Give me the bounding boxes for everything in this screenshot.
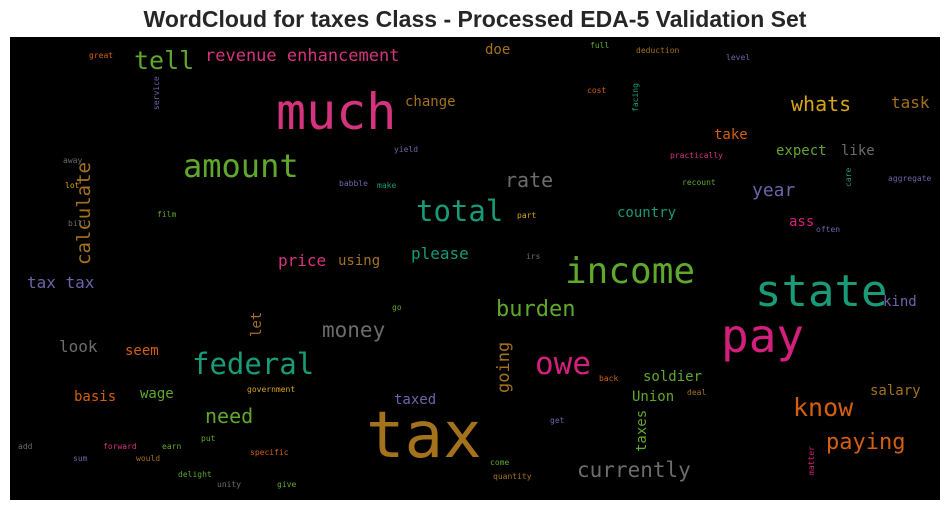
word-total: total: [416, 194, 504, 228]
word-go: go: [392, 303, 402, 312]
word-add: add: [18, 442, 33, 451]
word-rate: rate: [505, 168, 554, 192]
word-care: care: [844, 167, 853, 187]
word-deal: deal: [687, 388, 707, 397]
word-calculate: calculate: [73, 162, 95, 265]
word-put: put: [201, 434, 216, 443]
word-government: government: [247, 385, 296, 394]
word-currently: currently: [577, 458, 691, 482]
word-sum: sum: [73, 454, 88, 463]
word-seem: seem: [125, 343, 159, 359]
word-lot: lot: [65, 181, 80, 190]
word-burden: burden: [496, 297, 576, 322]
word-deduction: deduction: [636, 46, 680, 55]
word-earn: earn: [162, 442, 182, 451]
word-service: service: [152, 76, 161, 110]
word-year: year: [752, 180, 796, 201]
word-great: great: [89, 51, 114, 60]
word-bill: bill: [68, 219, 88, 228]
word-taxes: taxes: [634, 409, 650, 452]
word-tax-tax: tax tax: [27, 273, 95, 292]
word-look: look: [59, 337, 98, 356]
word-away: away: [63, 156, 83, 165]
word-facing: facing: [631, 83, 640, 112]
word-often: often: [816, 225, 841, 234]
word-money: money: [322, 318, 386, 342]
word-cloud: much tax state income pay amount total f…: [10, 37, 940, 500]
word-babble: babble: [339, 179, 368, 188]
word-expect: expect: [776, 143, 827, 159]
word-doe: doe: [485, 42, 511, 58]
word-federal: federal: [192, 347, 315, 381]
word-take: take: [714, 127, 748, 143]
word-kind: kind: [883, 294, 917, 310]
word-delight: delight: [178, 470, 212, 479]
word-going: going: [494, 341, 514, 393]
word-pay: pay: [721, 309, 805, 363]
word-owe: owe: [535, 346, 591, 382]
word-tax: tax: [366, 399, 482, 473]
word-taxed: taxed: [394, 392, 437, 408]
word-forward: forward: [103, 442, 137, 451]
word-whats: whats: [791, 92, 852, 116]
word-cost: cost: [587, 86, 607, 95]
word-practically: practically: [670, 151, 723, 160]
word-salary: salary: [870, 383, 921, 399]
word-quantity: quantity: [493, 472, 532, 481]
word-please: please: [411, 244, 469, 263]
word-ass: ass: [789, 214, 815, 230]
word-full: full: [590, 41, 610, 50]
word-specific: specific: [250, 448, 289, 457]
word-recount: recount: [682, 178, 716, 187]
word-state: state: [755, 266, 888, 317]
word-level: level: [726, 53, 751, 62]
word-change: change: [405, 94, 456, 110]
word-come: come: [490, 458, 510, 467]
word-need: need: [205, 404, 254, 428]
word-paying: paying: [826, 430, 906, 455]
word-revenue-enhancement: revenue enhancement: [205, 46, 400, 66]
word-basis: basis: [74, 389, 117, 405]
word-like: like: [841, 143, 875, 159]
word-matter: matter: [807, 446, 816, 475]
word-amount: amount: [183, 147, 299, 185]
word-irs: irs: [526, 252, 541, 261]
chart-title: WordCloud for taxes Class - Processed ED…: [143, 6, 807, 32]
word-tell: tell: [134, 46, 195, 75]
word-price: price: [278, 251, 327, 270]
word-aggregate: aggregate: [888, 174, 932, 183]
word-part: part: [517, 211, 537, 220]
word-let: let: [249, 311, 265, 337]
word-get: get: [550, 416, 565, 425]
word-much: much: [276, 83, 397, 141]
word-give: give: [277, 480, 297, 489]
word-using: using: [338, 253, 381, 269]
word-film: film: [157, 210, 177, 219]
word-know: know: [793, 393, 854, 422]
word-task: task: [891, 93, 930, 112]
word-wage: wage: [140, 386, 174, 402]
word-income: income: [565, 251, 696, 292]
word-yield: yield: [394, 145, 419, 154]
word-soldier: soldier: [643, 369, 703, 385]
word-back: back: [599, 374, 619, 383]
word-union: Union: [632, 389, 675, 405]
word-would: would: [136, 454, 161, 463]
word-country: country: [617, 205, 677, 221]
word-make: make: [377, 181, 397, 190]
word-unity: unity: [217, 480, 242, 489]
